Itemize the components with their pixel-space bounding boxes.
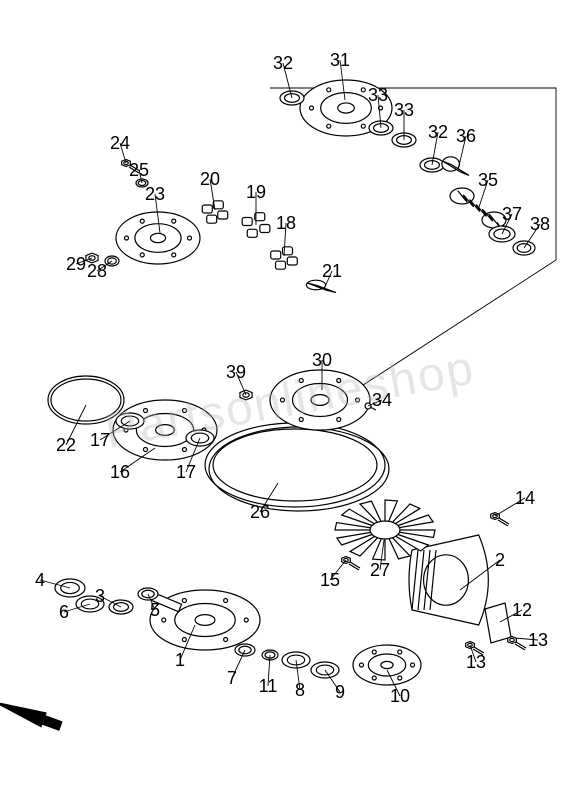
- diagram-container: Partsonlineshop 123456789101112131314151…: [0, 0, 580, 800]
- parts-svg: [0, 0, 580, 800]
